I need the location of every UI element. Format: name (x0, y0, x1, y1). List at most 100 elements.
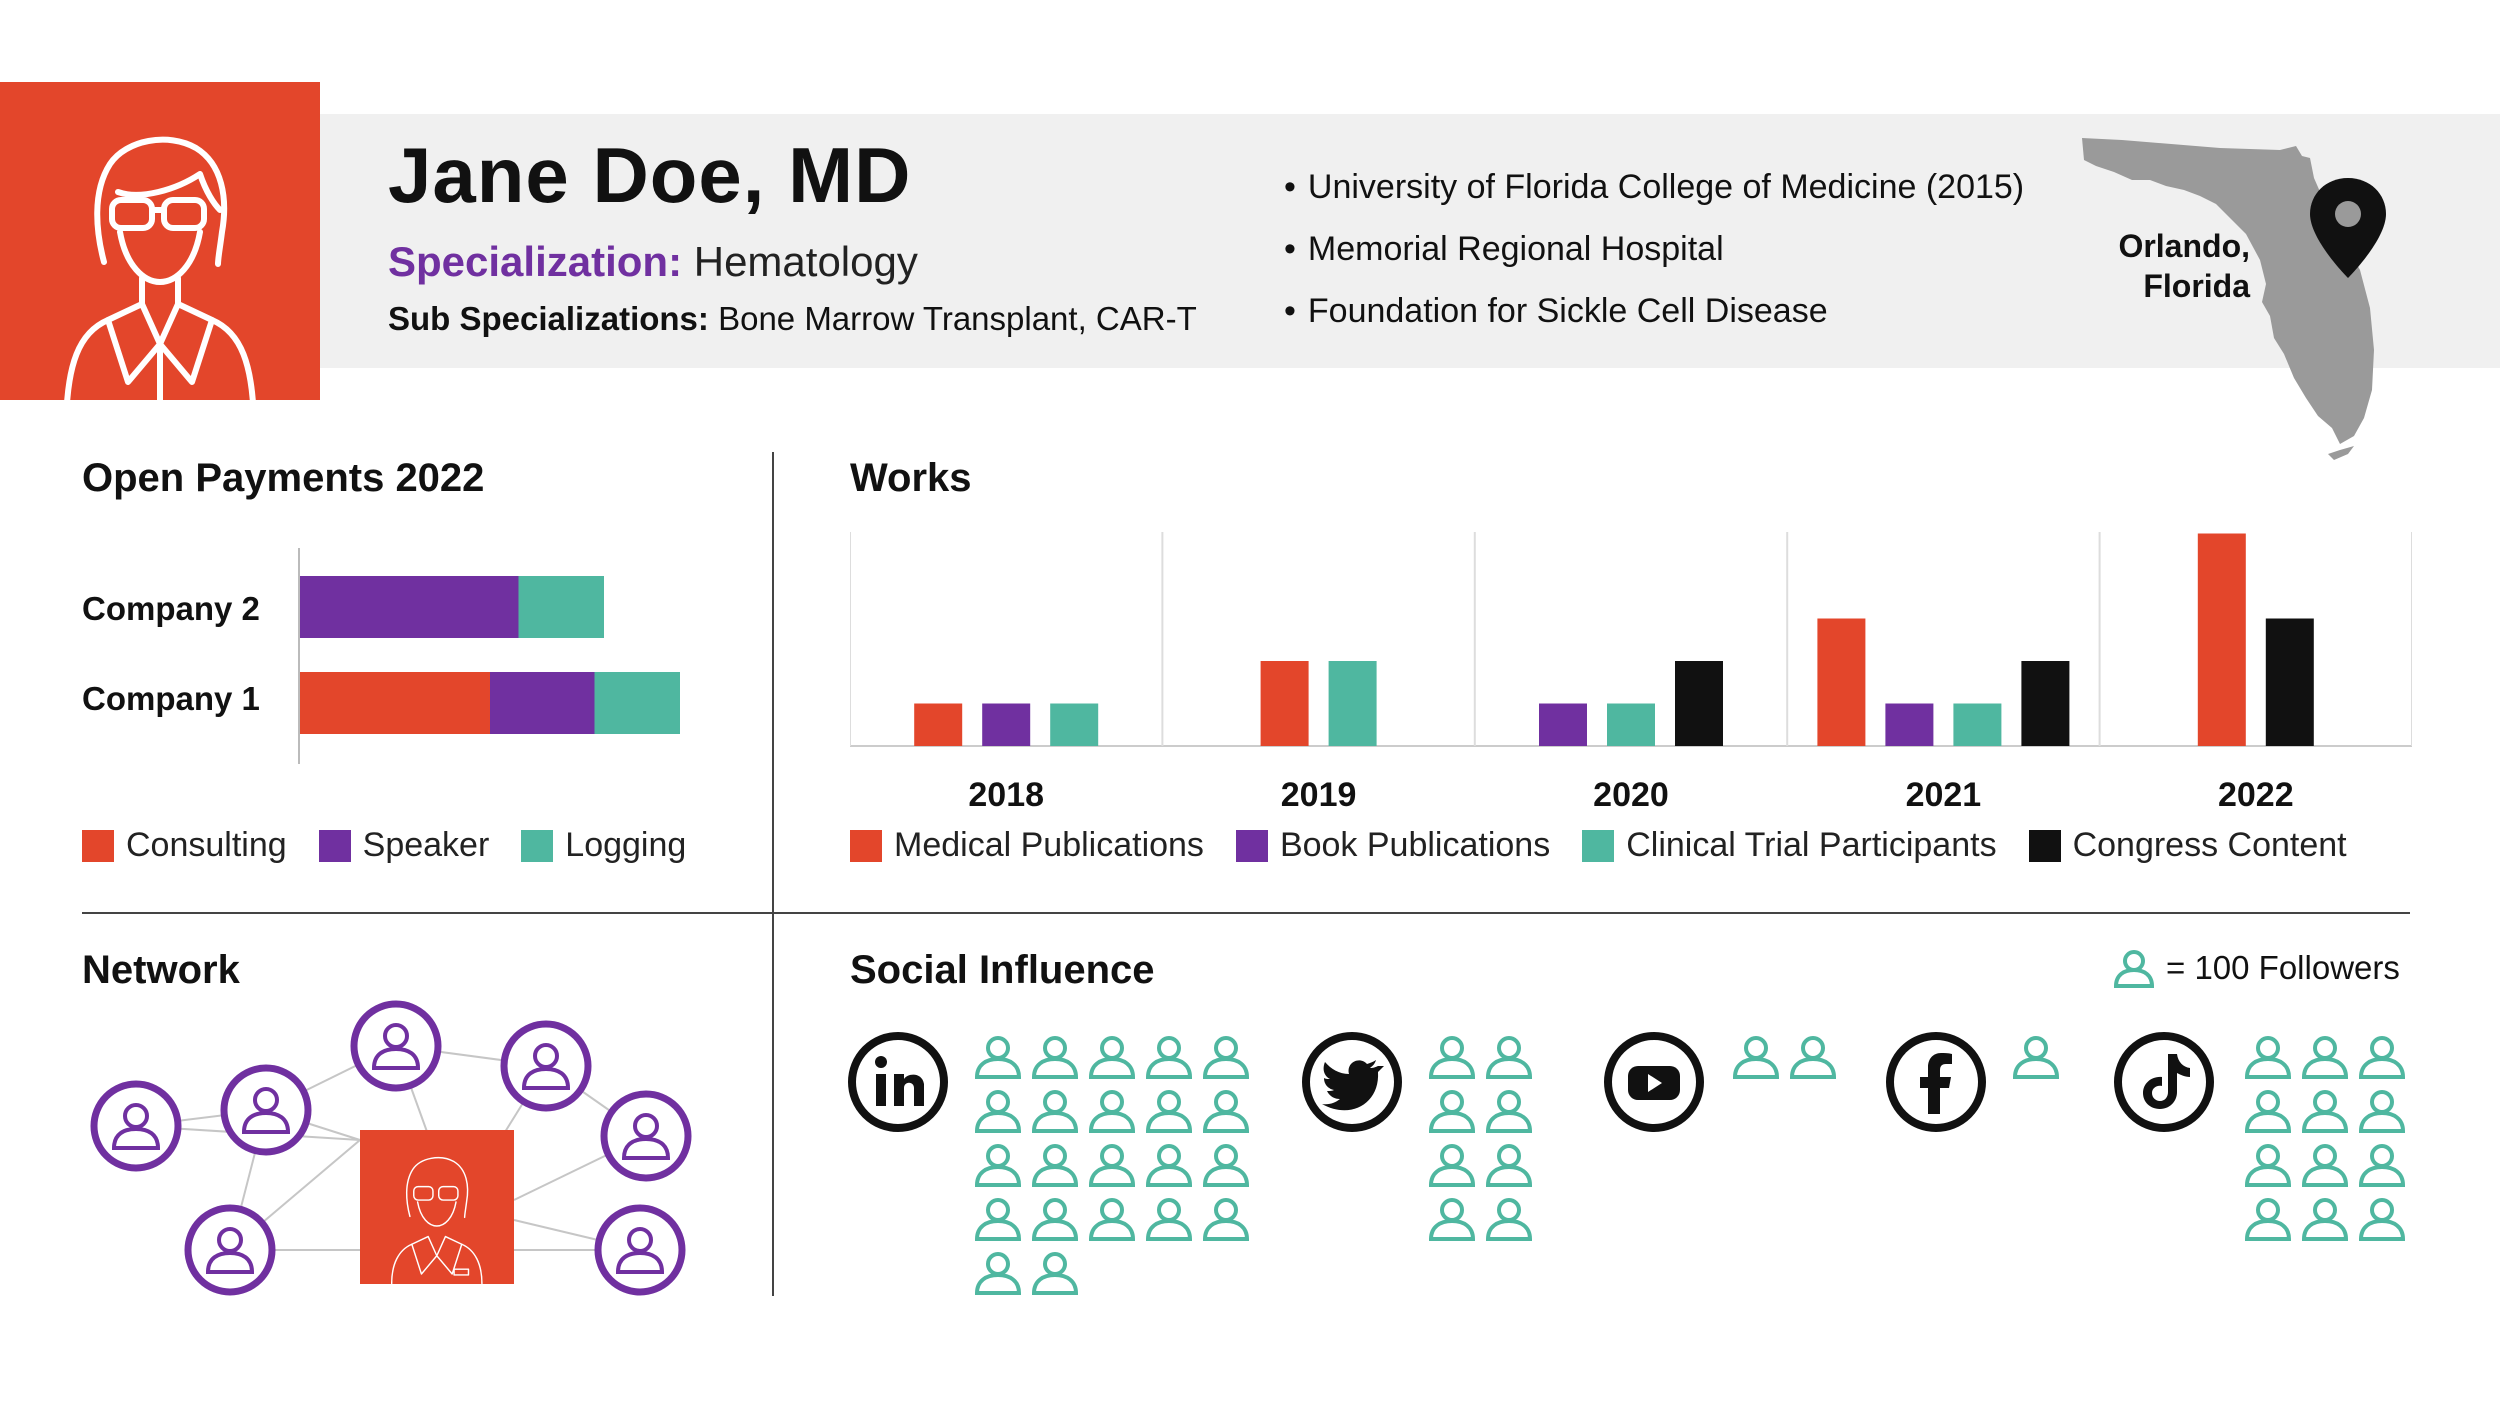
person-icon (1088, 1144, 1136, 1187)
person-icon (1202, 1090, 1250, 1133)
bar-medical-publications-2021 (1817, 618, 1866, 746)
facebook-icon (1886, 1032, 1986, 1137)
location-city: Orlando, (2118, 228, 2250, 264)
bar-medical-publications-2018 (914, 703, 963, 746)
network-node-6 (184, 1204, 276, 1296)
tick-label-2019: 2019 (1281, 776, 1357, 810)
tiktok-icon (2114, 1032, 2214, 1137)
person-icon (1031, 1090, 1079, 1133)
bar-congress-content-2020 (1675, 661, 1723, 746)
person-icon (974, 1198, 1022, 1241)
legend-swatch (521, 829, 554, 862)
legend-item-consulting: Consulting (82, 826, 287, 865)
person-icon (1428, 1144, 1476, 1187)
person-icon (2244, 1144, 2292, 1187)
twitter-icon (1302, 1032, 1402, 1137)
person-icon (1145, 1036, 1193, 1079)
person-icon (1485, 1198, 1533, 1241)
bar-speaker-company-1 (490, 672, 595, 734)
bar-book-publications-2018 (982, 703, 1031, 746)
person-icon (2012, 1036, 2060, 1079)
person-icon (2301, 1144, 2349, 1187)
person-icon (1202, 1198, 1250, 1241)
legend-swatch (1235, 829, 1268, 862)
vertical-divider (772, 452, 774, 1296)
open-payments-title: Open Payments 2022 (82, 456, 485, 500)
bar-clinical-trial-participants-2020 (1607, 703, 1655, 746)
horizontal-divider (82, 912, 2410, 914)
network-title: Network (82, 948, 240, 992)
person-icon (1031, 1198, 1079, 1241)
social-influence-title: Social Influence (850, 948, 1155, 992)
legend-item-congress-content: Congress Content (2028, 826, 2347, 865)
bar-logging-company-1 (594, 672, 680, 734)
sub-specialization-label: Sub Specializations: (388, 300, 709, 337)
person-icon (1428, 1036, 1476, 1079)
doctor-name: Jane Doe, MD (388, 131, 912, 219)
person-icon (1088, 1090, 1136, 1133)
person-icon (1031, 1144, 1079, 1187)
person-icon (1031, 1252, 1079, 1295)
youtube-icon (1604, 1032, 1704, 1137)
affiliations-list: University of Florida College of Medicin… (1284, 156, 2024, 342)
person-icon (1202, 1036, 1250, 1079)
legend-item-speaker: Speaker (318, 826, 490, 865)
person-icon (2244, 1198, 2292, 1241)
sub-specialization-value: Bone Marrow Transplant, CAR-T (718, 300, 1197, 337)
legend-item-medical-publications: Medical Publications (850, 826, 1204, 865)
tick-label-2022: 2022 (2218, 776, 2294, 810)
person-icon (2358, 1036, 2406, 1079)
tick-label-2021: 2021 (1906, 776, 1982, 810)
legend-item-logging: Logging (521, 826, 686, 865)
bar-consulting-company-1 (300, 672, 490, 734)
person-icon (1428, 1090, 1476, 1133)
person-icon (1088, 1198, 1136, 1241)
legend-label: Consulting (126, 826, 287, 864)
legend-item-clinical-trial-participants: Clinical Trial Participants (1582, 826, 1997, 865)
bar-congress-content-2022 (2265, 618, 2314, 746)
bar-clinical-trial-participants-2019 (1328, 661, 1377, 746)
doctor-avatar-icon (63, 136, 257, 435)
tick-label-2020: 2020 (1593, 776, 1669, 810)
florida-map-icon (2082, 138, 2386, 460)
center-doctor-node (360, 1130, 514, 1285)
followers-key-text: = 100 Followers (2166, 949, 2400, 986)
person-icon (1145, 1144, 1193, 1187)
legend-label: Medical Publications (894, 826, 1204, 864)
person-icon (1789, 1036, 1837, 1079)
person-icon (2358, 1090, 2406, 1133)
legend-label: Logging (565, 826, 687, 864)
legend-label: Speaker (362, 826, 490, 864)
person-icon (974, 1144, 1022, 1187)
bar-label-company-2: Company 2 (82, 590, 260, 627)
legend-label: Clinical Trial Participants (1626, 826, 1997, 864)
person-icon (1202, 1144, 1250, 1187)
person-icon (1088, 1036, 1136, 1079)
person-icon (2301, 1198, 2349, 1241)
affiliation-item: University of Florida College of Medicin… (1284, 156, 2024, 218)
affiliation-item: Memorial Regional Hospital (1284, 218, 2024, 280)
bar-speaker-company-2 (300, 576, 519, 638)
legend-swatch (1582, 829, 1615, 862)
bar-label-company-1: Company 1 (82, 680, 260, 717)
legend-label: Book Publications (1279, 826, 1551, 864)
sub-specialization-line: Sub Specializations: Bone Marrow Transpl… (388, 300, 1197, 338)
legend-label: Congress Content (2072, 826, 2347, 864)
person-icon (1485, 1144, 1533, 1187)
network-node-3 (350, 1000, 442, 1092)
person-icon (1428, 1198, 1476, 1241)
works-title: Works (850, 456, 972, 500)
person-icon (2244, 1090, 2292, 1133)
bar-clinical-trial-participants-2021 (1953, 703, 2002, 746)
network-node-1 (90, 1080, 182, 1172)
doctor-avatar (0, 82, 320, 435)
bar-medical-publications-2019 (1260, 661, 1309, 746)
bar-book-publications-2021 (1885, 703, 1934, 746)
open-payments-chart (298, 548, 680, 764)
legend-swatch (82, 829, 114, 862)
location-state: Florida (2143, 268, 2250, 304)
person-icon (1031, 1036, 1079, 1079)
linkedin-icon (848, 1032, 948, 1137)
person-icon (1145, 1090, 1193, 1133)
bar-medical-publications-2022 (2197, 533, 2246, 746)
